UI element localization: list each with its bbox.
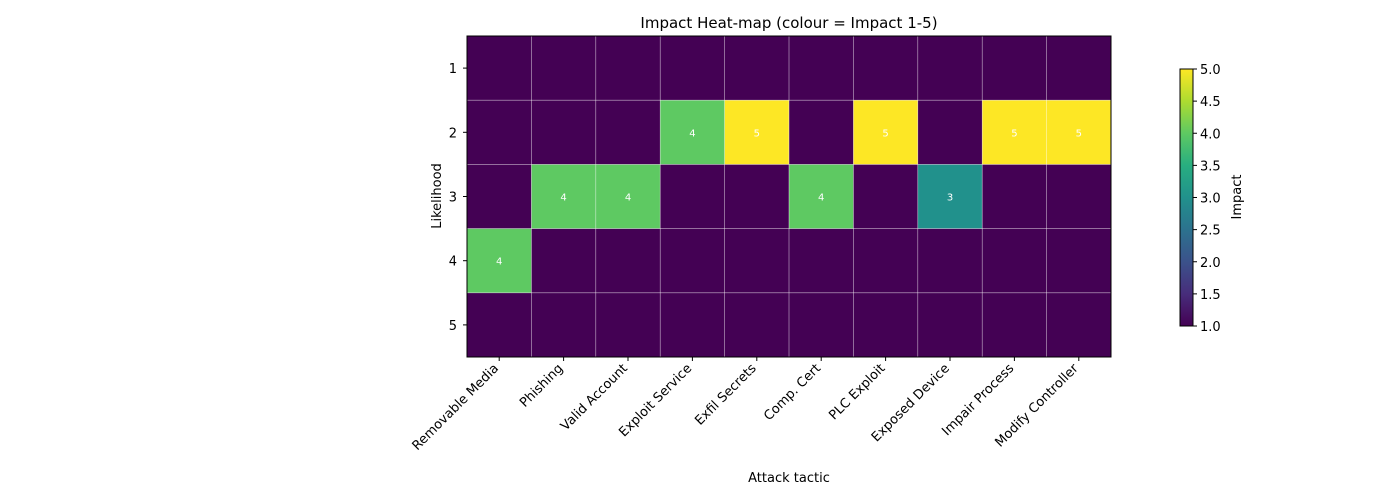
cell-value-label: 5: [1011, 128, 1017, 139]
cell-annotations: 4 5 5 5 5 4 4 4 3 4: [496, 128, 1082, 267]
colorbar-tick-label: 3.5: [1200, 159, 1221, 174]
colorbar: [1179, 68, 1194, 327]
cell-value-label: 5: [882, 128, 888, 139]
heatmap-cell: [595, 228, 661, 294]
heatmap-cell: [467, 164, 532, 230]
heatmap-gridlines: [467, 36, 1111, 357]
colorbar-tick-label: 5.0: [1200, 63, 1221, 78]
heatmap-cell: [724, 292, 790, 358]
cell-value-label: 4: [818, 193, 824, 204]
heatmap-cell: [724, 100, 790, 165]
heatmap-cell: [467, 292, 532, 358]
x-tick-label: PLC Exploit: [826, 361, 888, 423]
heatmap-cell: [853, 164, 919, 230]
cell-value-label: 4: [625, 193, 631, 204]
heatmap-cells: [467, 36, 1112, 358]
heatmap-cell: [789, 36, 854, 101]
heatmap-cell: [531, 100, 597, 165]
heatmap-cell: [789, 228, 854, 294]
x-tick-label: Phishing: [517, 361, 566, 410]
heatmap-cell: [595, 292, 661, 358]
x-tick-label: Exfil Secrets: [692, 361, 759, 428]
heatmap-cell: [724, 36, 790, 101]
heatmap-cell: [1046, 100, 1112, 165]
y-tick-label: 2: [449, 126, 457, 141]
heatmap-cell: [531, 228, 597, 294]
heatmap-cell: [660, 228, 726, 294]
heatmap-cell: [660, 100, 726, 165]
heatmap-cell: [982, 164, 1048, 230]
cell-value-label: 3: [947, 193, 953, 204]
heatmap-cell: [467, 228, 532, 294]
heatmap-cell: [982, 36, 1048, 101]
cell-value-label: 4: [496, 257, 502, 268]
heatmap-cell: [982, 292, 1048, 358]
heatmap-cell: [595, 36, 661, 101]
colorbar-tick-label: 2.0: [1200, 256, 1221, 271]
colorbar-label: Impact: [1230, 175, 1245, 220]
heatmap-cell: [595, 164, 661, 230]
heatmap-cell: [724, 228, 790, 294]
y-tick-label: 3: [449, 191, 457, 206]
colorbar-ticks: 1.0 1.5 2.0 2.5 3.0 3.5 4.0 4.5 5.0: [1193, 63, 1221, 335]
heatmap-cell: [595, 100, 661, 165]
heatmap-cell: [660, 164, 726, 230]
heatmap-cell: [853, 292, 919, 358]
heatmap-cell: [982, 228, 1048, 294]
heatmap-cell: [853, 36, 919, 101]
cell-value-label: 5: [1076, 128, 1082, 139]
heatmap-cell: [853, 228, 919, 294]
y-tick-label: 1: [449, 62, 457, 77]
heatmap-cell: [789, 292, 854, 358]
colorbar-tick-label: 2.5: [1200, 224, 1221, 239]
heatmap-cell: [1046, 164, 1112, 230]
heatmap-cell: [853, 100, 919, 165]
x-axis-label: Attack tactic: [748, 471, 830, 486]
cell-value-label: 5: [754, 128, 760, 139]
heatmap-cell: [917, 292, 983, 358]
x-tick-label: Removable Media: [410, 361, 502, 453]
cell-value-label: 4: [560, 193, 566, 204]
heatmap-cell: [917, 228, 983, 294]
heatmap-cell: [724, 164, 790, 230]
heatmap-cell: [660, 36, 726, 101]
heatmap-cell: [531, 36, 597, 101]
heatmap-cell: [1046, 228, 1112, 294]
y-tick-label: 4: [449, 255, 457, 270]
heatmap-cell: [467, 36, 532, 101]
colorbar-tick-label: 3.0: [1200, 192, 1221, 207]
heatmap-cell: [467, 100, 532, 165]
y-axis-ticks: 1 2 3 4 5: [449, 62, 467, 334]
x-tick-label: Valid Account: [558, 361, 631, 434]
heatmap-cell: [917, 100, 983, 165]
heatmap-cell: [917, 164, 983, 230]
cell-value-label: 4: [689, 128, 695, 139]
heatmap-cell: [1046, 36, 1112, 101]
y-tick-label: 5: [449, 319, 457, 334]
x-tick-label: Comp. Cert: [761, 361, 824, 424]
heatmap-cell: [660, 292, 726, 358]
chart-title: Impact Heat-map (colour = Impact 1-5): [640, 14, 937, 32]
heatmap-cell: [982, 100, 1048, 165]
heatmap-cell: [531, 164, 597, 230]
heatmap-cell: [1046, 292, 1112, 358]
colorbar-tick-label: 1.0: [1200, 320, 1221, 335]
colorbar-tick-label: 4.5: [1200, 95, 1221, 110]
colorbar-tick-label: 1.5: [1200, 288, 1221, 303]
colorbar-tick-label: 4.0: [1200, 127, 1221, 142]
heatmap-cell: [917, 36, 983, 101]
heatmap-cell: [531, 292, 597, 358]
y-axis-label: Likelihood: [430, 163, 445, 229]
heatmap-cell: [789, 164, 854, 230]
heatmap-cell: [789, 100, 854, 165]
